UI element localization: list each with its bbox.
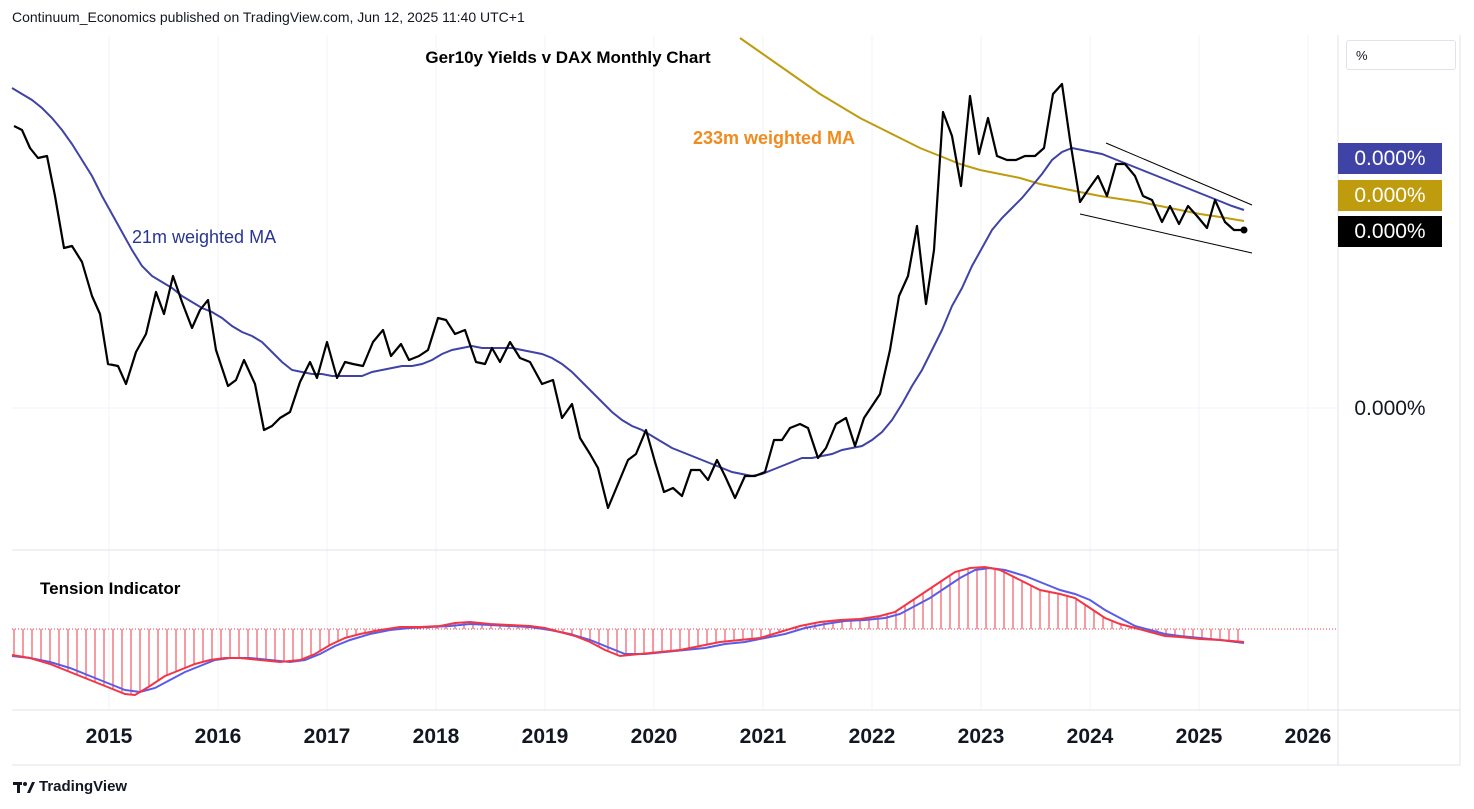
tension-signal-line	[11, 566, 1245, 694]
ma233-line	[739, 37, 1245, 222]
yield-price-tag: 0.000%	[1338, 216, 1442, 247]
last-price-dot	[1240, 226, 1248, 234]
tension-indicator-title: Tension Indicator	[40, 579, 181, 598]
x-tick-label: 2022	[849, 725, 896, 748]
tension-line	[11, 565, 1245, 697]
price-scale-label: 0.000%	[1354, 397, 1426, 420]
chart-title: Ger10y Yields v DAX Monthly Chart	[425, 48, 711, 67]
ma21-annotation: 21m weighted MA	[132, 227, 276, 247]
x-tick-label: 2021	[740, 725, 787, 748]
ma21-price-tag: 0.000%	[1338, 143, 1442, 174]
tradingview-logo-icon	[13, 781, 35, 793]
ma233-price-tag: 0.000%	[1338, 180, 1442, 211]
x-tick-label: 2019	[522, 725, 569, 748]
x-tick-label: 2015	[86, 725, 133, 748]
ma233-annotation: 233m weighted MA	[693, 128, 855, 148]
tradingview-brand: TradingView	[39, 778, 128, 795]
x-tick-label: 2024	[1067, 725, 1114, 748]
upper-channel-line	[1105, 142, 1253, 206]
main-pane	[11, 37, 1253, 510]
x-tick-label: 2025	[1176, 725, 1223, 748]
yield-line	[13, 82, 1244, 510]
x-tick-label: 2018	[413, 725, 460, 748]
x-tick-label: 2023	[958, 725, 1005, 748]
lower-channel-line	[1079, 213, 1253, 254]
grid	[12, 35, 1338, 710]
x-tick-label: 2016	[195, 725, 242, 748]
tradingview-footer[interactable]: TradingView	[13, 778, 127, 795]
ma21-line	[11, 87, 1245, 478]
publisher-header: Continuum_Economics published on Trading…	[12, 9, 525, 25]
x-tick-label: 2026	[1285, 725, 1332, 748]
x-tick-label: 2020	[631, 725, 678, 748]
x-tick-label: 2017	[304, 725, 351, 748]
price-unit-box[interactable]: %	[1346, 40, 1456, 70]
time-axis-labels: 2015 2016 2017 2018 2019 2020 2021 2022 2023 2024…	[86, 725, 1332, 748]
tension-pane	[11, 565, 1338, 697]
